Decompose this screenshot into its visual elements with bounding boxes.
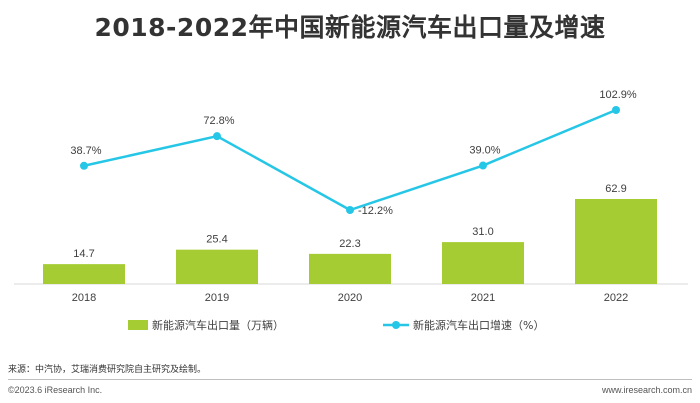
legend-marker-growth — [392, 321, 400, 329]
growth-point-2022 — [612, 106, 620, 114]
legend-swatch-bar — [128, 320, 148, 330]
growth-label-2022: 102.9% — [599, 89, 637, 101]
bar-value-label-2022: 62.9 — [605, 183, 626, 195]
bar-value-label-2020: 22.3 — [339, 238, 360, 250]
growth-label-2019: 72.8% — [203, 115, 234, 127]
copyright-text: ©2023.6 iResearch Inc. — [8, 385, 103, 395]
growth-point-2018 — [80, 161, 88, 170]
growth-line — [83, 108, 617, 212]
growth-point-2020 — [346, 206, 354, 214]
x-tick-label-2022: 2022 — [604, 292, 628, 304]
footer-divider — [8, 379, 692, 380]
x-tick-label-2019: 2019 — [205, 292, 229, 304]
x-tick-label-2020: 2020 — [338, 292, 362, 304]
growth-point-2021 — [479, 161, 487, 170]
x-tick-label-2021: 2021 — [471, 292, 495, 304]
growth-label-2018: 38.7% — [70, 145, 101, 157]
growth-label-2021: 39.0% — [469, 145, 500, 157]
chart-title: 2018-2022年中国新能源汽车出口量及增速 — [94, 13, 606, 42]
bar-value-label-2018: 14.7 — [73, 248, 94, 260]
bar-2022 — [575, 199, 657, 284]
x-tick-label-2018: 2018 — [72, 292, 96, 304]
bar-value-label-2019: 25.4 — [206, 234, 227, 246]
bar-2020 — [309, 253, 391, 284]
source-note: 来源：中汽协，艾瑞消费研究院自主研究及绘制。 — [8, 365, 207, 375]
bar-value-label-2021: 31.0 — [472, 226, 493, 238]
legend-label-bar: 新能源汽车出口量（万辆） — [152, 318, 284, 332]
chart-area: 14.7 2018 25.4 2019 22.3 2020 31.0 2021 62.9 2022… — [14, 89, 688, 332]
bar-2019 — [176, 249, 258, 284]
growth-label-2020: -12.2% — [358, 205, 393, 217]
bar-2021 — [442, 242, 524, 284]
website-url: www.iresearch.com.cn — [601, 385, 692, 395]
legend-label-growth: 新能源汽车出口增速（%） — [413, 318, 544, 332]
bar-2018 — [43, 264, 125, 284]
growth-point-2019 — [213, 132, 221, 141]
